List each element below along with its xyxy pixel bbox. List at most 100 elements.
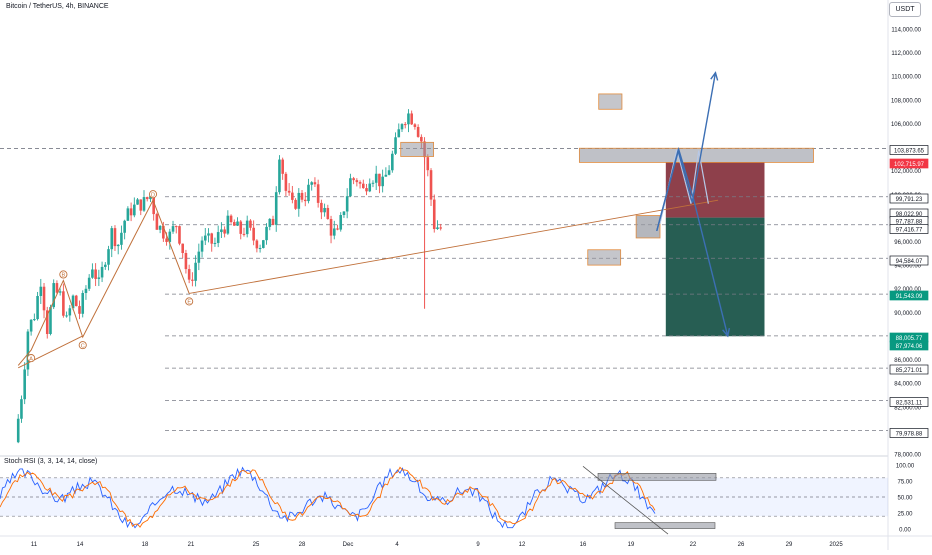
price-tag bbox=[889, 428, 929, 438]
candle-up bbox=[368, 183, 372, 192]
candle-up bbox=[200, 240, 204, 252]
candle-down bbox=[162, 225, 165, 239]
entry-box bbox=[635, 215, 661, 239]
candle-down bbox=[294, 199, 297, 209]
candle-down bbox=[155, 214, 159, 230]
candle-down bbox=[320, 202, 323, 213]
candle-up bbox=[107, 249, 110, 265]
candle-down bbox=[378, 173, 381, 187]
trend-line bbox=[189, 199, 719, 294]
price-tag-label: 85,271.01 bbox=[896, 368, 923, 374]
currency-button[interactable]: USDT bbox=[889, 2, 921, 17]
candle-up bbox=[349, 178, 352, 197]
candle-down bbox=[152, 195, 155, 215]
price-tag bbox=[889, 145, 929, 155]
candle-down bbox=[355, 180, 359, 183]
time-axis-label: Dec bbox=[343, 542, 354, 548]
price-axis-label: 108,000.00 bbox=[891, 98, 922, 104]
candle-down bbox=[145, 197, 149, 200]
take-profit-zone bbox=[665, 217, 765, 337]
candle-down bbox=[362, 183, 365, 189]
candle-down bbox=[45, 310, 49, 334]
candle-down bbox=[429, 170, 433, 200]
candle-up bbox=[342, 211, 346, 216]
candle-up bbox=[100, 266, 104, 278]
candle-up bbox=[265, 226, 268, 241]
candle-down bbox=[187, 269, 191, 280]
price-tag-label: 97,787.88 bbox=[896, 219, 923, 225]
candle-up bbox=[149, 195, 152, 200]
price-tag-label: 87,974.06 bbox=[896, 344, 923, 350]
price-tag bbox=[889, 193, 929, 204]
candle-up bbox=[384, 174, 388, 177]
candle-down bbox=[242, 233, 246, 235]
candle-up bbox=[20, 399, 23, 419]
bearish-arrow bbox=[656, 146, 729, 337]
time-axis-label: 29 bbox=[786, 542, 793, 548]
time-axis-label: 4 bbox=[395, 542, 399, 548]
candle-up bbox=[52, 283, 55, 308]
candle-up bbox=[220, 229, 223, 233]
time-axis-label: 18 bbox=[142, 542, 149, 548]
candle-down bbox=[184, 253, 188, 270]
candle-up bbox=[84, 288, 88, 294]
candle-down bbox=[113, 228, 117, 247]
stoch-axis-label: 25.00 bbox=[897, 512, 913, 518]
candle-down bbox=[410, 113, 413, 125]
candle-down bbox=[174, 226, 178, 228]
candle-up bbox=[110, 228, 114, 250]
zone-box bbox=[400, 141, 435, 157]
stoch-d-line bbox=[0, 466, 656, 528]
candle-down bbox=[403, 124, 407, 126]
stoch-axis-label: 100.00 bbox=[896, 464, 915, 470]
candle-down bbox=[284, 173, 288, 191]
candle-up bbox=[345, 196, 349, 212]
candle-up bbox=[116, 244, 120, 247]
candle-down bbox=[249, 220, 252, 228]
time-axis-label: 25 bbox=[253, 542, 260, 548]
wave-label-marker bbox=[78, 341, 87, 350]
time-axis-label: 11 bbox=[31, 542, 38, 548]
time-axis-label: 14 bbox=[77, 542, 84, 548]
candle-down bbox=[291, 192, 294, 200]
wave-label-marker bbox=[185, 297, 194, 306]
stoch-trend-line bbox=[582, 465, 669, 535]
price-axis-label: 114,000.00 bbox=[891, 28, 921, 34]
wave-label: A bbox=[29, 356, 33, 362]
candle-up bbox=[207, 233, 210, 236]
candle-up bbox=[23, 369, 26, 400]
time-axis-label: 12 bbox=[519, 542, 526, 548]
candle-down bbox=[420, 136, 423, 142]
candle-up bbox=[171, 226, 175, 232]
price-tag-label: 102,715.97 bbox=[894, 162, 925, 168]
price-axis-label: 92,000.00 bbox=[894, 287, 921, 293]
candle-down bbox=[300, 192, 304, 200]
candle-up bbox=[36, 295, 39, 320]
price-axis-label: 96,000.00 bbox=[894, 240, 921, 246]
price-tag bbox=[889, 340, 929, 351]
candle-up bbox=[323, 207, 326, 213]
price-tag-label: 99,791.23 bbox=[896, 197, 923, 203]
price-axis-label: 110,000.00 bbox=[891, 75, 921, 81]
price-axis-label: 112,000.00 bbox=[891, 51, 921, 57]
price-tag-label: 97,416.77 bbox=[896, 227, 923, 233]
candle-up bbox=[16, 418, 20, 443]
candle-down bbox=[313, 182, 317, 185]
candle-up bbox=[381, 176, 384, 187]
price-tag-label: 98,022.90 bbox=[896, 212, 923, 218]
time-axis-label: 9 bbox=[476, 542, 480, 548]
stoch-axis-label: 75.00 bbox=[897, 480, 913, 486]
candle-up bbox=[407, 113, 410, 125]
candle-up bbox=[33, 319, 36, 321]
candle-up bbox=[91, 269, 94, 278]
candle-up bbox=[81, 293, 85, 314]
candle-up bbox=[197, 251, 201, 263]
candle-down bbox=[426, 157, 430, 171]
price-axis-label: 94,000.00 bbox=[894, 264, 921, 270]
candle-up bbox=[123, 220, 126, 233]
candle-up bbox=[168, 231, 172, 242]
price-axis-label: 84,000.00 bbox=[894, 382, 921, 388]
candle-down bbox=[229, 215, 233, 223]
